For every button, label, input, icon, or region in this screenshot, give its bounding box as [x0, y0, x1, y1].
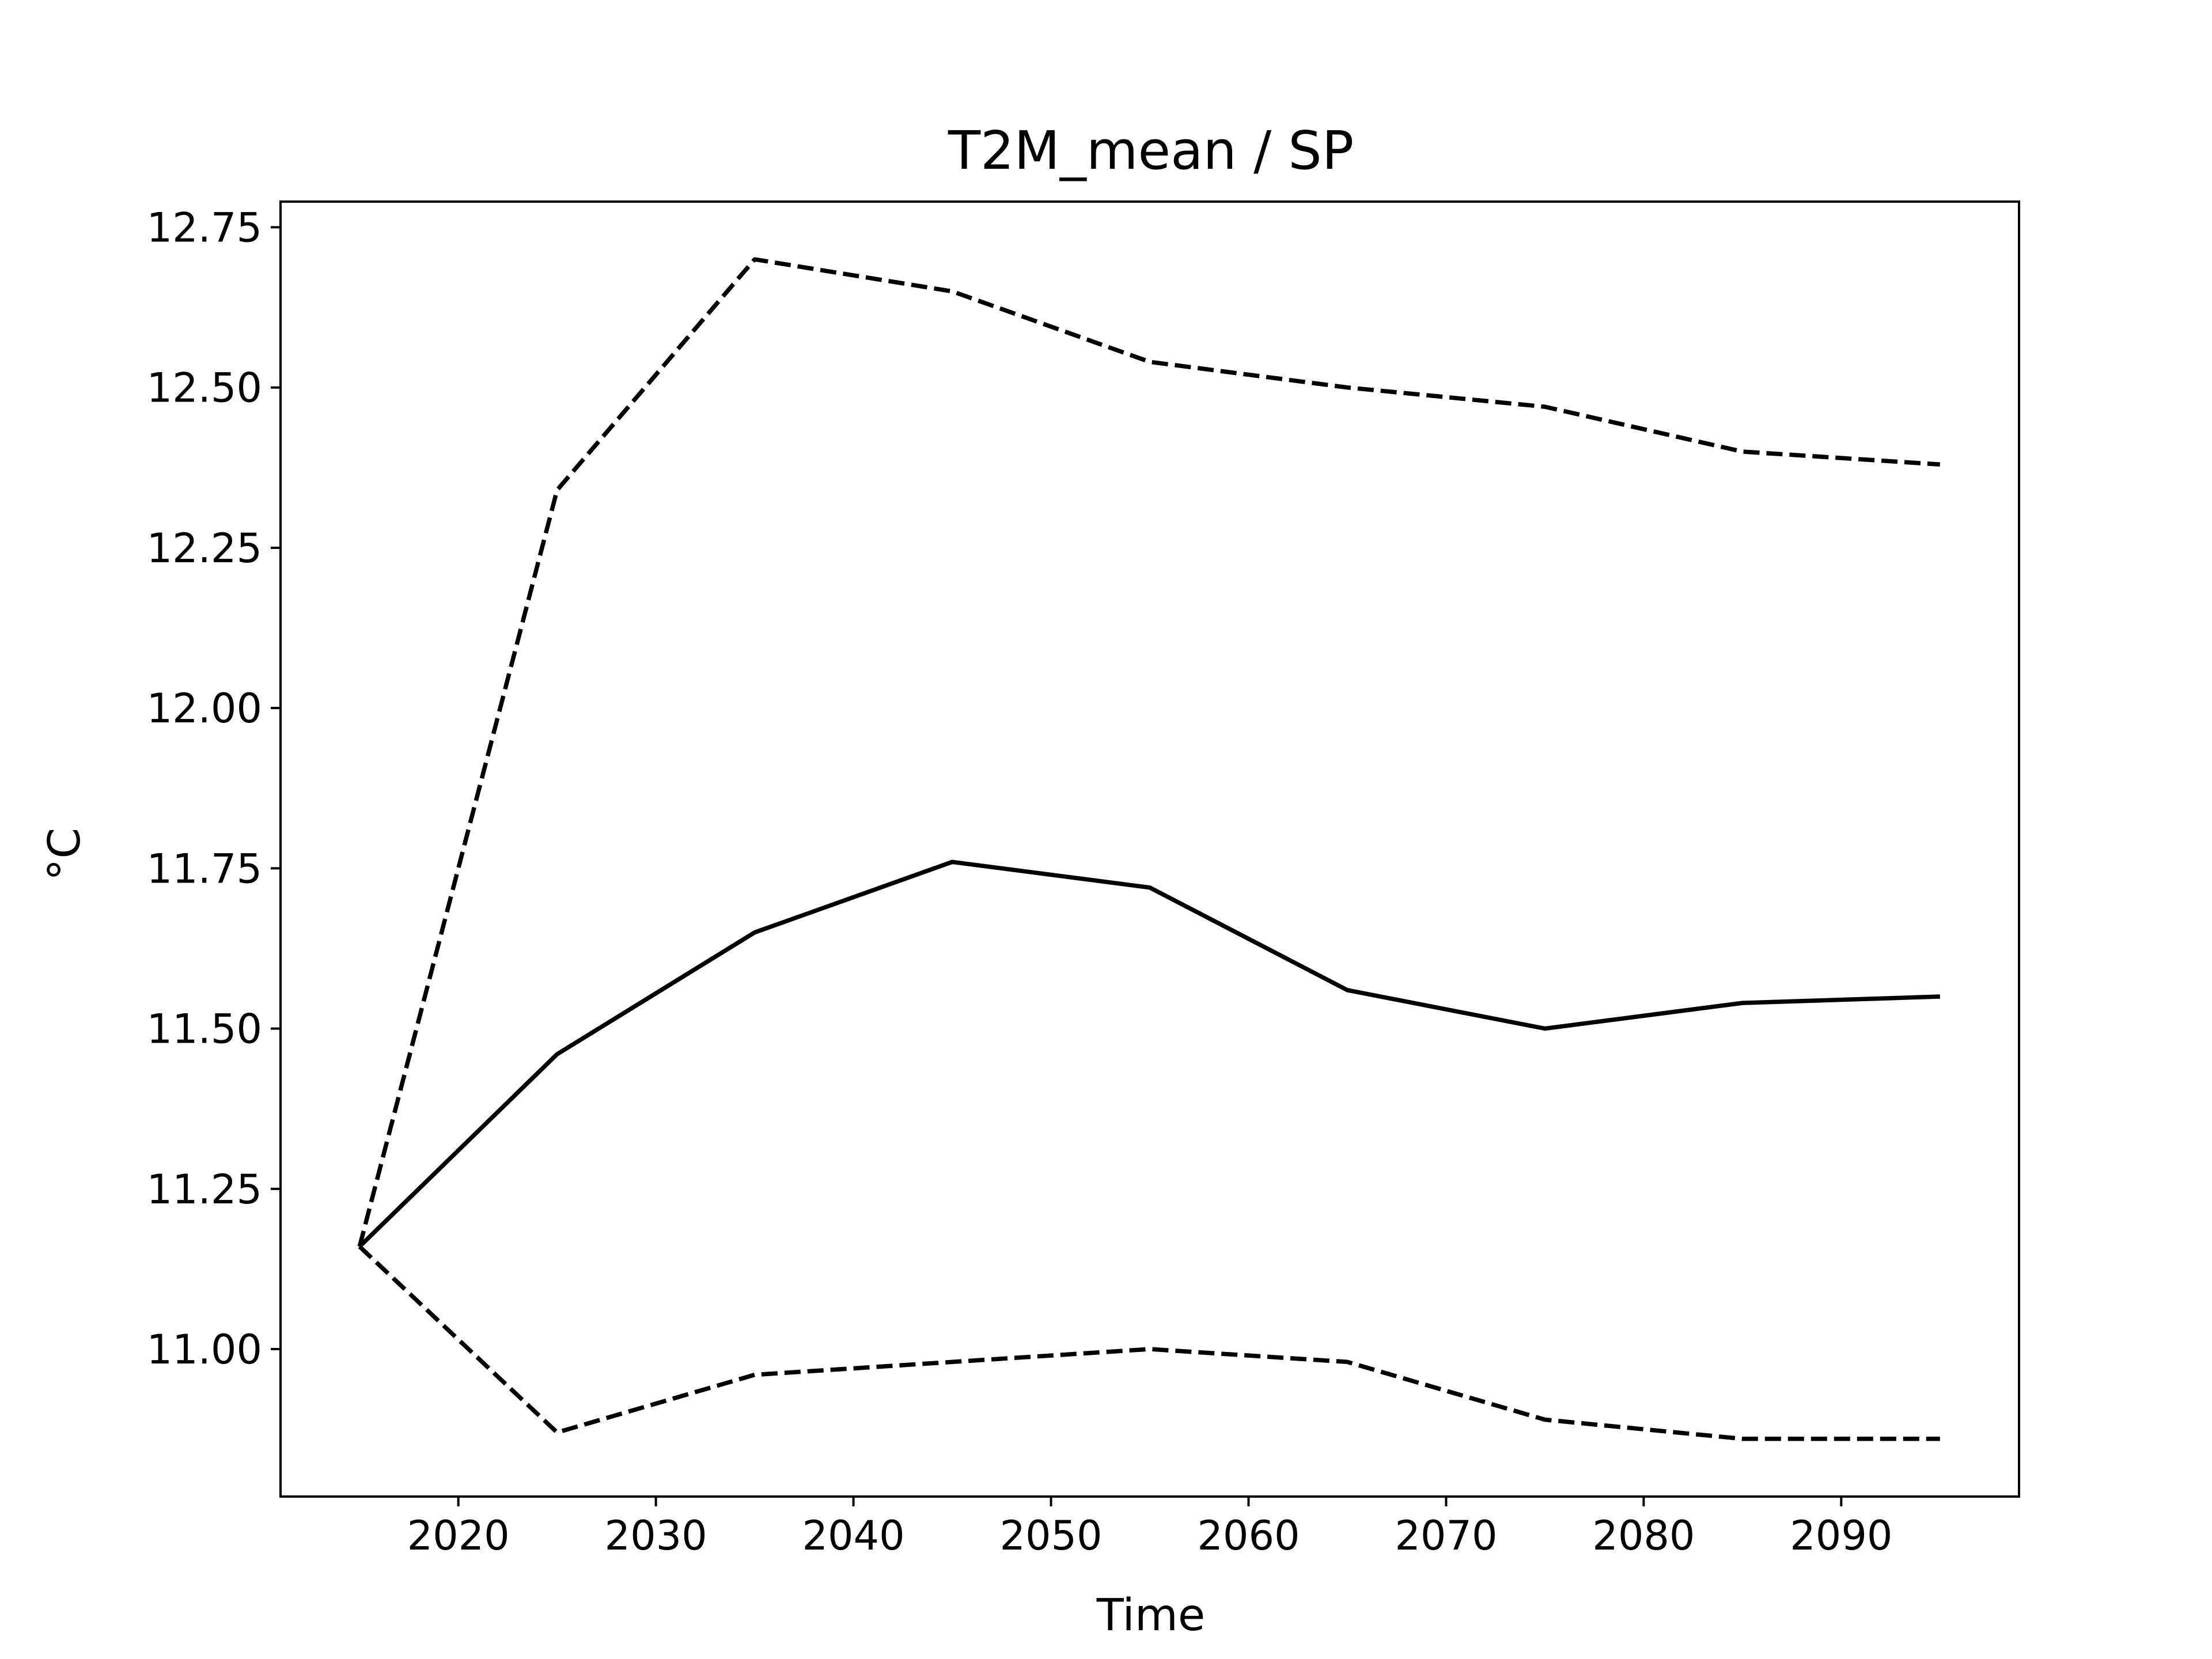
y-tick-label-11.75: 11.75 [147, 845, 262, 892]
y-tick-label-11.50: 11.50 [147, 1006, 262, 1053]
series-line-2 [357, 257, 1941, 1247]
y-tick-label-12.00: 12.00 [147, 685, 262, 732]
y-tick-label-11.25: 11.25 [147, 1166, 262, 1213]
series-line-3 [358, 1245, 1940, 1441]
plot-frame [279, 200, 2020, 1498]
x-tick-label-2030: 2030 [605, 1512, 707, 1559]
x-tick-label-2020: 2020 [407, 1512, 510, 1559]
x-tick-label-2040: 2040 [802, 1512, 904, 1559]
y-axis-title: °C [39, 828, 90, 881]
y-tick-label-12.25: 12.25 [147, 525, 262, 572]
x-tick-label-2060: 2060 [1197, 1512, 1300, 1559]
plot-area [357, 257, 1941, 1441]
y-tick-label-12.75: 12.75 [147, 204, 262, 252]
y-tick-label-12.50: 12.50 [147, 365, 262, 412]
x-axis-title: Time [1096, 1590, 1205, 1641]
series-line-1 [358, 859, 1940, 1248]
x-tick-label-2050: 2050 [999, 1512, 1102, 1559]
x-tick-label-2070: 2070 [1395, 1512, 1497, 1559]
chart-title: T2M_mean / SP [948, 120, 1354, 181]
y-tick-label-11.00: 11.00 [147, 1326, 262, 1373]
x-tick-label-2090: 2090 [1790, 1512, 1892, 1559]
x-tick-label-2080: 2080 [1592, 1512, 1695, 1559]
axes: 2020 2030 2040 2050 2060 2070 2080 2090 11.00 11.… [147, 200, 2020, 1559]
